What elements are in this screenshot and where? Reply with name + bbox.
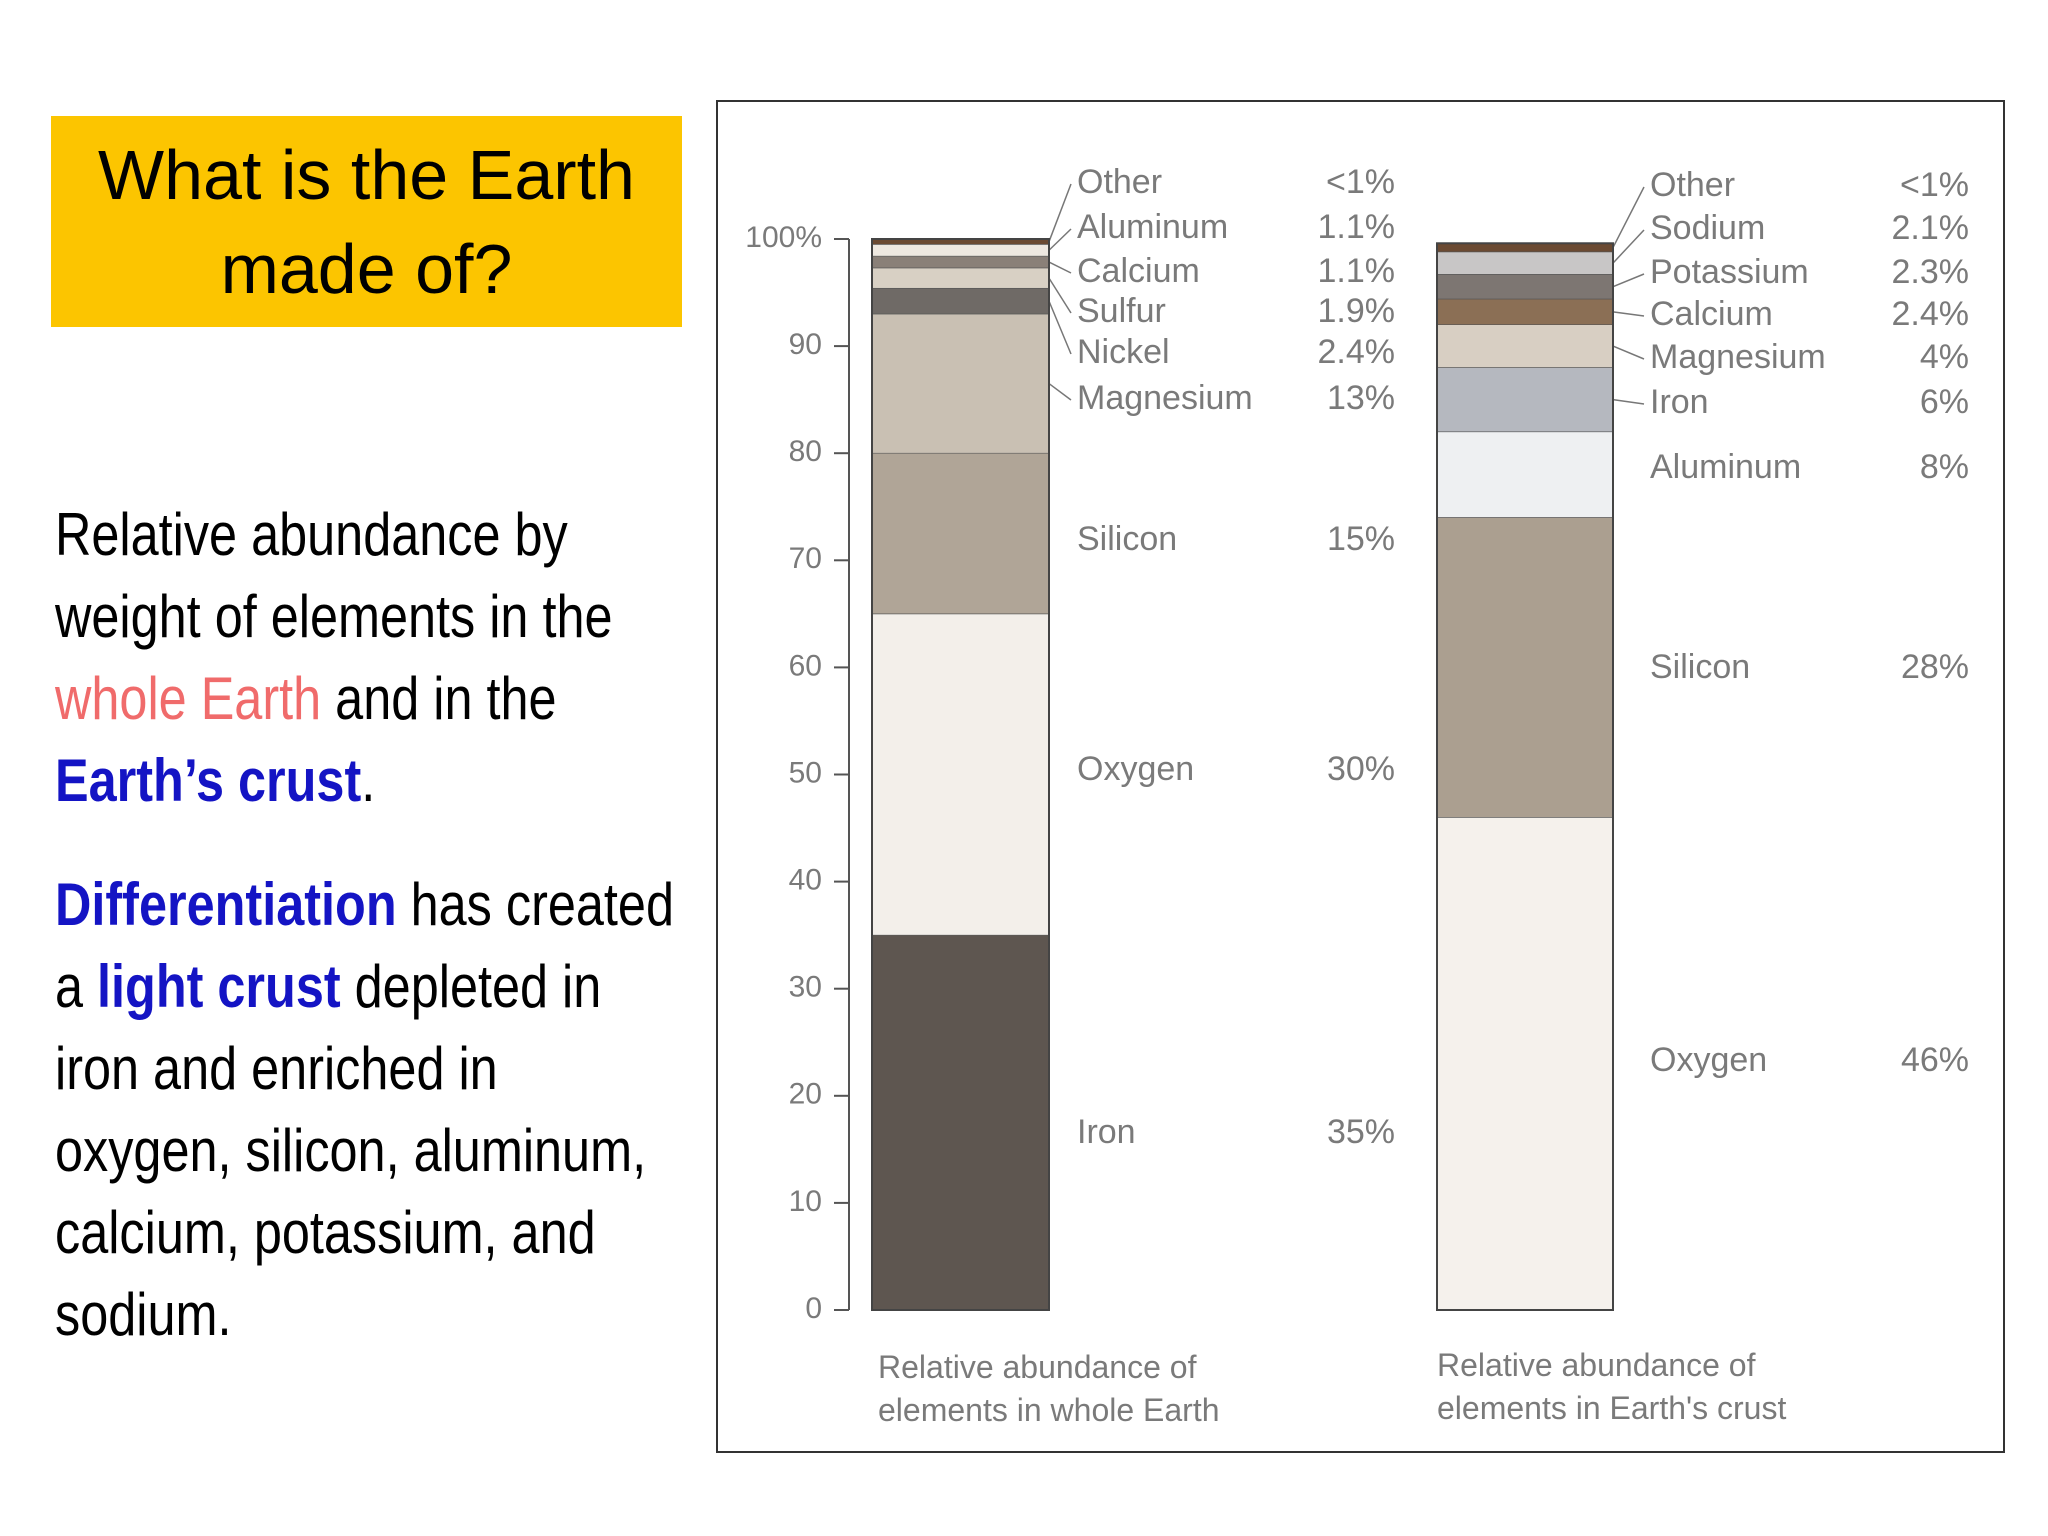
segment-name: Silicon (1077, 520, 1177, 558)
y-tick-label: 80 (789, 435, 822, 468)
value-label: 8% (1920, 448, 1969, 486)
paragraph: Differentiation has created a light crus… (55, 864, 677, 1356)
bar-segment (1436, 517, 1614, 818)
bar-segment (871, 613, 1050, 936)
bar-segment (1436, 817, 1614, 1311)
text-run: Differentiation (55, 871, 397, 938)
value-label: 28% (1901, 648, 1969, 686)
value-label: <1% (1900, 166, 1969, 204)
y-tick-label: 20 (789, 1078, 822, 1111)
segment-name: Magnesium (1650, 338, 1826, 376)
bar-segment (1436, 274, 1614, 300)
text-run: has created a (55, 871, 674, 1020)
value-label: 15% (1327, 520, 1395, 558)
segment-name: Silicon (1650, 648, 1750, 686)
y-tick-label: 70 (789, 542, 822, 575)
segment-name: Other (1077, 163, 1162, 201)
y-tick-label: 30 (789, 971, 822, 1004)
bar-segment (1436, 298, 1614, 325)
value-label: 2.4% (1892, 295, 1970, 333)
segment-name: Aluminum (1650, 448, 1801, 486)
leader-line (1048, 382, 1072, 401)
title-box: What is the Earth made of? (51, 116, 682, 327)
segment-name: Sodium (1650, 209, 1765, 247)
y-tick-label: 40 (789, 864, 822, 897)
paragraph: Relative abundance by weight of elements… (55, 494, 677, 822)
value-label: 2.3% (1892, 253, 1970, 291)
value-label: 35% (1327, 1113, 1395, 1151)
leader-line (1048, 261, 1072, 274)
x-axis-label: Relative abundance of elements in whole … (878, 1349, 1220, 1428)
bar-segment (871, 255, 1050, 269)
text-run: . (361, 747, 376, 814)
segment-name: Iron (1077, 1113, 1136, 1151)
leader-line (1048, 183, 1072, 242)
leader-line (1612, 398, 1645, 405)
bar-segment (1436, 367, 1614, 433)
chart-frame (716, 100, 2005, 1453)
bar-segment (871, 287, 1050, 315)
text-run: and in the (321, 665, 557, 732)
value-label: 2.4% (1318, 333, 1396, 371)
slide-title: What is the Earth made of? (98, 135, 635, 308)
bar-outline (871, 238, 1050, 1311)
segment-name: Potassium (1650, 253, 1809, 291)
segment-name: Sulfur (1077, 292, 1166, 330)
bar-segment (871, 452, 1050, 615)
bar-segment (1436, 324, 1614, 368)
leader-line (1048, 228, 1072, 251)
value-label: 1.9% (1318, 292, 1396, 330)
value-label: <1% (1326, 163, 1395, 201)
value-label: 46% (1901, 1041, 1969, 1079)
y-tick-label: 50 (789, 756, 822, 789)
value-label: 13% (1327, 379, 1395, 417)
segment-name: Other (1650, 166, 1735, 204)
x-axis-label: Relative abundance of elements in Earth'… (1437, 1347, 1787, 1426)
segment-name: Magnesium (1077, 379, 1253, 417)
bar-outline (1436, 242, 1614, 1311)
value-label: 2.1% (1892, 209, 1970, 247)
segment-name: Oxygen (1077, 750, 1194, 788)
value-label: 6% (1920, 383, 1969, 421)
leader-line (1612, 345, 1645, 360)
segment-name: Calcium (1650, 295, 1773, 333)
leader-line (1612, 273, 1645, 288)
y-tick-label: 100% (745, 221, 822, 254)
segment-name: Iron (1650, 383, 1709, 421)
leader-line (1048, 277, 1072, 314)
bar-segment (871, 244, 1050, 257)
y-tick-label: 90 (789, 328, 822, 361)
text-run: whole Earth (55, 665, 322, 732)
value-label: 1.1% (1318, 208, 1396, 246)
segment-name: Oxygen (1650, 1041, 1767, 1079)
y-tick-label: 60 (789, 649, 822, 682)
bar-segment (1436, 251, 1614, 275)
value-label: 4% (1920, 338, 1969, 376)
text-run: light crust (97, 953, 341, 1020)
leader-line (1612, 311, 1645, 317)
segment-name: Nickel (1077, 333, 1170, 371)
segment-name: Aluminum (1077, 208, 1228, 246)
leader-line (1612, 229, 1645, 264)
bar-segment (1436, 431, 1614, 518)
bar-segment (871, 267, 1050, 289)
bar-segment (1436, 242, 1614, 253)
leader-line (1612, 186, 1645, 248)
bar-segment (871, 313, 1050, 454)
value-label: 1.1% (1318, 252, 1396, 290)
segment-name: Calcium (1077, 252, 1200, 290)
leader-line (1048, 300, 1072, 355)
y-tick-label: 10 (789, 1185, 822, 1218)
text-run: Earth’s crust (55, 747, 362, 814)
bar-segment (871, 934, 1050, 1311)
value-label: 30% (1327, 750, 1395, 788)
y-tick-label: 0 (805, 1292, 822, 1325)
text-run: Relative abundance by weight of elements… (55, 501, 613, 650)
text-run: depleted in iron and enriched in oxygen,… (55, 953, 647, 1348)
